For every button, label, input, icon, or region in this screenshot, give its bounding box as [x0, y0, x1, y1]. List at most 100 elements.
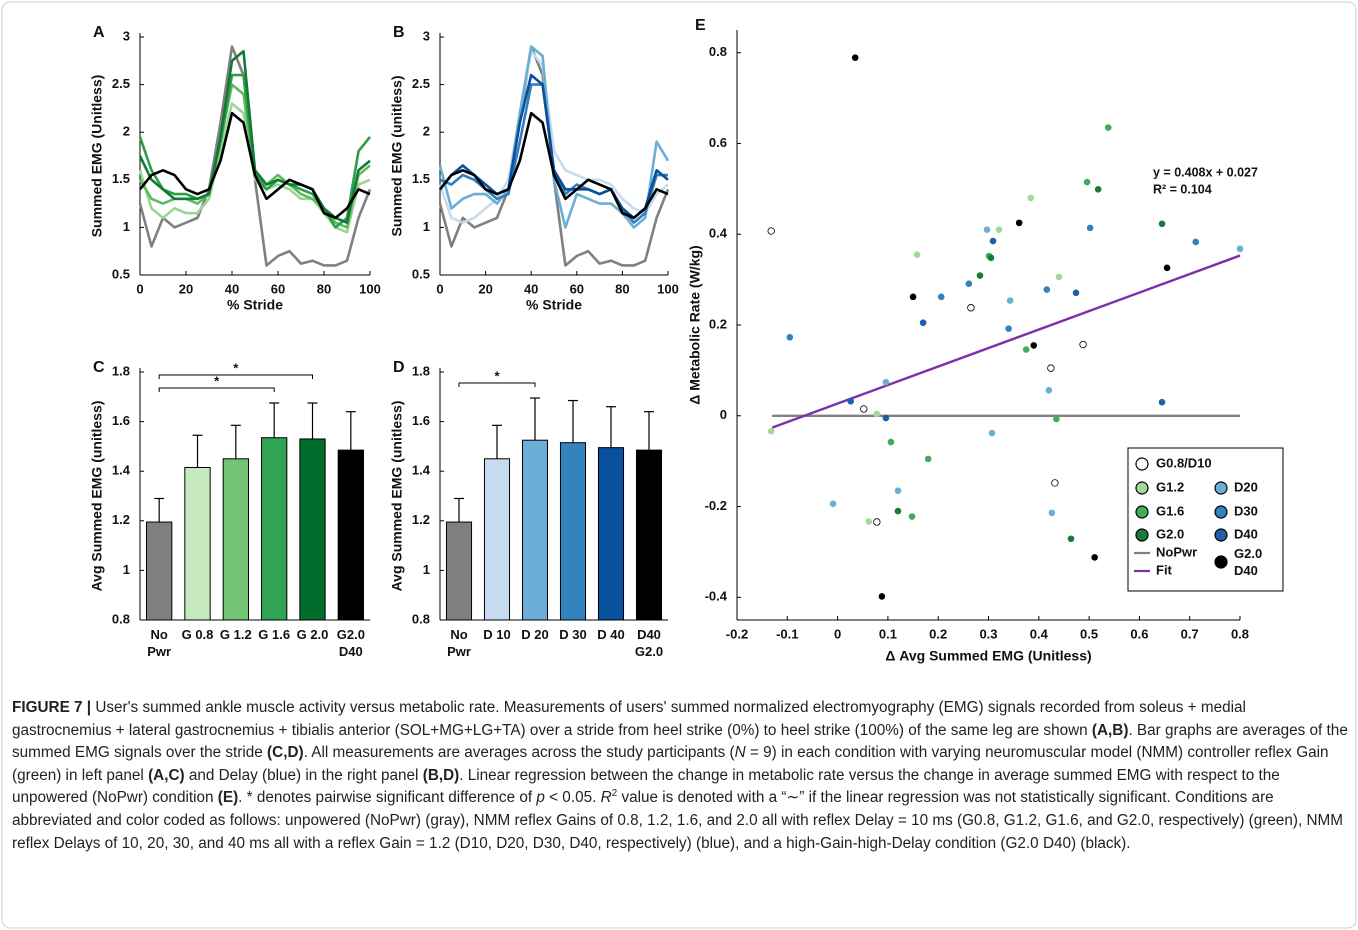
x-tick-label: 0.3 — [979, 626, 997, 641]
x-tick-label: 0 — [136, 281, 143, 296]
line-series — [438, 45, 670, 229]
y-tick-label: 3 — [123, 28, 130, 43]
panel-label: B — [393, 24, 405, 41]
scatter-point — [909, 293, 917, 301]
scatter-point — [983, 226, 991, 233]
y-tick-label: 2 — [423, 124, 430, 139]
bar — [483, 458, 511, 621]
caption-text: . Bar graphs are averages of the summed … — [12, 721, 1348, 762]
scatter-point — [924, 455, 932, 463]
line-series — [138, 73, 372, 229]
legend-swatch — [1135, 505, 1149, 519]
x-tick-label: G 1.2 — [219, 627, 252, 642]
line-series — [438, 111, 669, 220]
legend-label: G1.2 — [1156, 479, 1184, 494]
y-tick-label: 1.5 — [412, 171, 430, 186]
scatter-point — [1192, 238, 1200, 246]
y-tick-label: 1.5 — [112, 171, 130, 186]
y-tick-label: 0.4 — [709, 226, 728, 241]
x-tick-label: 100 — [657, 281, 679, 296]
y-axis-title: Summed EMG (unitless) — [389, 75, 405, 236]
fit-annotation: R² = 0.104 — [1153, 182, 1212, 196]
x-axis-title: % Stride — [227, 297, 283, 313]
x-tick-label: 40 — [524, 281, 538, 296]
y-tick-label: 1.8 — [112, 363, 130, 378]
legend-label: G1.6 — [1156, 503, 1184, 518]
y-tick-label: 1.2 — [112, 512, 130, 527]
legend-swatch — [1135, 457, 1149, 471]
bar — [337, 449, 364, 621]
caption: FIGURE 7 | User's summed ankle muscle ac… — [12, 697, 1348, 855]
scatter-point — [873, 410, 881, 418]
x-tick-label: No Pwr — [147, 627, 172, 659]
scatter-point — [1086, 224, 1094, 232]
y-tick-label: 1.4 — [412, 463, 431, 478]
x-tick-label: 20 — [478, 281, 492, 296]
scatter-point — [989, 237, 997, 245]
panel-label: C — [93, 359, 105, 376]
legend-swatch — [1214, 528, 1228, 542]
significance-label: * — [494, 368, 500, 383]
caption-text: p — [536, 789, 545, 807]
scatter-point — [1045, 387, 1053, 394]
y-tick-label: -0.4 — [705, 589, 728, 604]
bar — [635, 449, 663, 621]
line-series — [138, 45, 372, 267]
scatter-point — [988, 429, 996, 437]
scatter-point — [767, 227, 775, 235]
caption-text: 2 — [611, 788, 618, 800]
x-tick-label: G2.0 D40 — [336, 627, 365, 659]
caption-text: and Delay (blue) in the right panel — [184, 766, 423, 784]
caption-text: R — [600, 789, 612, 807]
bar — [597, 447, 625, 621]
caption-text: N — [734, 744, 746, 762]
x-tick-label: G 1.6 — [258, 627, 291, 642]
scatter-point — [1158, 398, 1166, 406]
scatter-point — [894, 507, 902, 515]
legend-label: G2.0 D40 — [1234, 546, 1263, 578]
y-tick-label: 0.8 — [709, 44, 727, 59]
caption-text: value is denoted with a “∼” if the linea… — [12, 789, 1344, 852]
x-tick-label: 80 — [615, 281, 629, 296]
x-tick-label: 0 — [436, 281, 443, 296]
significance-label: * — [233, 360, 239, 375]
x-tick-label: -0.2 — [726, 626, 748, 641]
legend-label: G2.0 — [1156, 526, 1184, 541]
x-tick-label: 40 — [225, 281, 239, 296]
x-tick-label: -0.1 — [776, 626, 798, 641]
caption-text: . Linear regression between the change i… — [12, 766, 1280, 807]
x-tick-label: 0.2 — [929, 626, 947, 641]
x-tick-label: D 30 — [559, 627, 587, 642]
legend-label: D30 — [1234, 503, 1258, 518]
y-tick-label: 1.4 — [112, 463, 131, 478]
scatter-point — [1015, 219, 1023, 227]
scatter-point — [1158, 220, 1166, 228]
scatter-point — [786, 333, 794, 341]
y-tick-label: 2.5 — [112, 76, 130, 91]
y-tick-label: 2 — [123, 124, 130, 139]
legend-swatch — [1214, 481, 1228, 495]
scatter-point — [1055, 273, 1063, 281]
y-tick-label: 1.8 — [412, 363, 430, 378]
scatter-point — [1053, 415, 1060, 423]
x-tick-label: 0.5 — [1080, 626, 1098, 641]
caption-text: (E) — [217, 789, 239, 807]
line-series — [438, 45, 670, 267]
bar — [299, 438, 326, 621]
y-tick-label: 1.6 — [412, 413, 430, 428]
y-tick-label: 0 — [720, 407, 727, 422]
bar — [261, 437, 288, 621]
y-tick-label: 1 — [123, 219, 130, 234]
y-tick-label: 1 — [423, 219, 430, 234]
significance-bracket — [158, 374, 313, 379]
scatter-point — [987, 254, 995, 262]
scatter-point — [894, 487, 902, 494]
scatter-point — [829, 500, 837, 508]
legend-label: D20 — [1234, 479, 1258, 494]
scatter-point — [1043, 286, 1051, 293]
caption-text: = 9) in each condition with varying neur… — [12, 744, 1329, 784]
x-axis-title: Δ Avg Summed EMG (Unitless) — [885, 648, 1091, 664]
y-tick-label: 1 — [123, 562, 130, 577]
